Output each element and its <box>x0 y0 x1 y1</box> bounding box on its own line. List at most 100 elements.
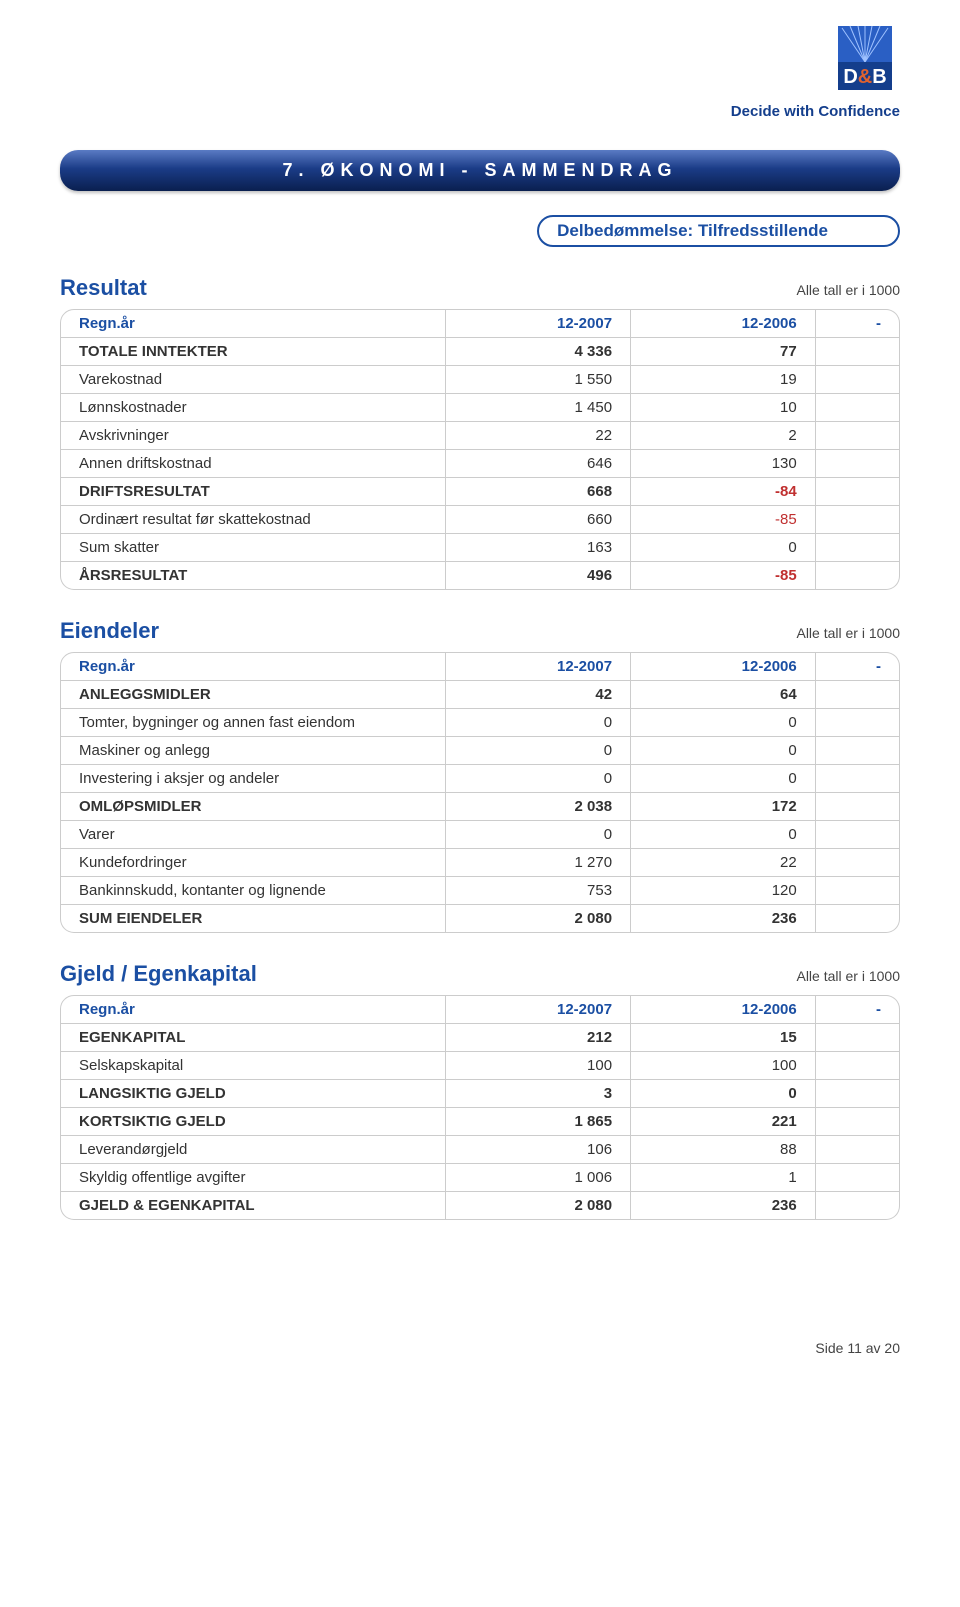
col-header-1: 12-2007 <box>446 309 631 338</box>
row-value: 1 865 <box>446 1108 631 1136</box>
row-value: 2 <box>631 422 816 450</box>
row-label: Ordinært resultat før skattekostnad <box>60 506 446 534</box>
row-value: 496 <box>446 562 631 590</box>
table-row: Maskiner og anlegg00 <box>60 737 900 765</box>
row-label: EGENKAPITAL <box>60 1024 446 1052</box>
row-value <box>816 877 900 905</box>
row-value <box>816 1136 900 1164</box>
row-value <box>816 422 900 450</box>
col-header-1: 12-2007 <box>446 652 631 681</box>
row-label: Varer <box>60 821 446 849</box>
section-title-resultat: Resultat <box>60 275 147 301</box>
row-value: 88 <box>631 1136 816 1164</box>
dnb-logo-icon: D&B <box>830 24 900 94</box>
row-label: Varekostnad <box>60 366 446 394</box>
row-value: 22 <box>631 849 816 877</box>
row-value: 163 <box>446 534 631 562</box>
section-title-eiendeler: Eiendeler <box>60 618 159 644</box>
row-value: 221 <box>631 1108 816 1136</box>
row-label: Sum skatter <box>60 534 446 562</box>
row-value: 15 <box>631 1024 816 1052</box>
row-value: 753 <box>446 877 631 905</box>
table-row: OMLØPSMIDLER2 038172 <box>60 793 900 821</box>
col-header-2: 12-2006 <box>631 309 816 338</box>
row-value <box>816 793 900 821</box>
table-row: Varer00 <box>60 821 900 849</box>
row-label: Skyldig offentlige avgifter <box>60 1164 446 1192</box>
col-header-label: Regn.år <box>60 652 446 681</box>
brand-block: D&B Decide with Confidence <box>731 24 900 120</box>
row-value: 100 <box>446 1052 631 1080</box>
table-row: EGENKAPITAL21215 <box>60 1024 900 1052</box>
assessment-pill: Delbedømmelse: Tilfredsstillende <box>537 215 900 247</box>
section-title-gjeld: Gjeld / Egenkapital <box>60 961 257 987</box>
row-label: Investering i aksjer og andeler <box>60 765 446 793</box>
table-row: Kundefordringer1 27022 <box>60 849 900 877</box>
row-value <box>816 849 900 877</box>
row-value: 1 450 <box>446 394 631 422</box>
row-value: 3 <box>446 1080 631 1108</box>
row-value: 1 550 <box>446 366 631 394</box>
row-value: 2 080 <box>446 905 631 933</box>
row-label: ANLEGGSMIDLER <box>60 681 446 709</box>
table-row: Lønnskostnader1 45010 <box>60 394 900 422</box>
row-value: 236 <box>631 1192 816 1220</box>
row-value: -85 <box>631 562 816 590</box>
row-value: 22 <box>446 422 631 450</box>
row-value: 77 <box>631 338 816 366</box>
section-eiendeler-header: Eiendeler Alle tall er i 1000 <box>60 618 900 644</box>
table-gjeld: Regn.år12-200712-2006-EGENKAPITAL21215Se… <box>60 995 900 1220</box>
row-value: -85 <box>631 506 816 534</box>
table-row: Leverandørgjeld10688 <box>60 1136 900 1164</box>
col-header-1: 12-2007 <box>446 995 631 1024</box>
row-value <box>816 562 900 590</box>
row-value <box>816 905 900 933</box>
table-row: Skyldig offentlige avgifter1 0061 <box>60 1164 900 1192</box>
row-label: Lønnskostnader <box>60 394 446 422</box>
row-value <box>816 821 900 849</box>
table-row: Selskapskapital100100 <box>60 1052 900 1080</box>
row-value: 1 <box>631 1164 816 1192</box>
row-value <box>816 366 900 394</box>
row-label: Kundefordringer <box>60 849 446 877</box>
row-label: ÅRSRESULTAT <box>60 562 446 590</box>
page-footer: Side 11 av 20 <box>60 1340 900 1356</box>
table-row: SUM EIENDELER2 080236 <box>60 905 900 933</box>
row-value: 212 <box>446 1024 631 1052</box>
row-value <box>816 394 900 422</box>
table-row: Avskrivninger222 <box>60 422 900 450</box>
col-header-2: 12-2006 <box>631 995 816 1024</box>
row-value: 120 <box>631 877 816 905</box>
unit-note: Alle tall er i 1000 <box>796 625 900 641</box>
row-label: Maskiner og anlegg <box>60 737 446 765</box>
table-eiendeler: Regn.år12-200712-2006-ANLEGGSMIDLER4264T… <box>60 652 900 933</box>
table-row: Sum skatter1630 <box>60 534 900 562</box>
row-value <box>816 1164 900 1192</box>
table-row: Ordinært resultat før skattekostnad660-8… <box>60 506 900 534</box>
row-value: 4 336 <box>446 338 631 366</box>
row-label: TOTALE INNTEKTER <box>60 338 446 366</box>
row-value <box>816 506 900 534</box>
row-value: 19 <box>631 366 816 394</box>
table-row: ANLEGGSMIDLER4264 <box>60 681 900 709</box>
row-value: 64 <box>631 681 816 709</box>
row-value: 646 <box>446 450 631 478</box>
row-value: 0 <box>631 534 816 562</box>
row-value: 172 <box>631 793 816 821</box>
row-value <box>816 681 900 709</box>
unit-note: Alle tall er i 1000 <box>796 282 900 298</box>
row-label: Annen driftskostnad <box>60 450 446 478</box>
row-label: LANGSIKTIG GJELD <box>60 1080 446 1108</box>
row-value: 236 <box>631 905 816 933</box>
col-header-3: - <box>816 652 900 681</box>
col-header-label: Regn.år <box>60 309 446 338</box>
row-value <box>816 1108 900 1136</box>
row-value: 1 006 <box>446 1164 631 1192</box>
row-value: 0 <box>446 821 631 849</box>
table-row: TOTALE INNTEKTER4 33677 <box>60 338 900 366</box>
unit-note: Alle tall er i 1000 <box>796 968 900 984</box>
col-header-3: - <box>816 995 900 1024</box>
row-value: 2 080 <box>446 1192 631 1220</box>
row-value <box>816 1192 900 1220</box>
row-label: Bankinnskudd, kontanter og lignende <box>60 877 446 905</box>
